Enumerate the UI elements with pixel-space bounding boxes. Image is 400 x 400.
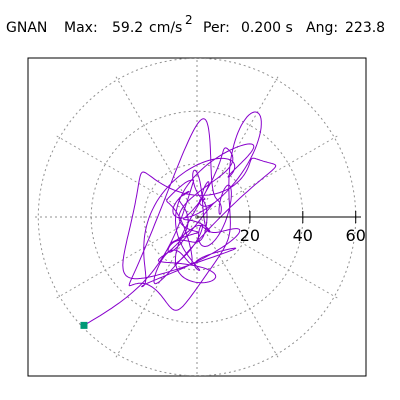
angle-label: Ang: (306, 20, 338, 36)
grid-spoke (196, 74, 280, 218)
marker-layer (80, 321, 88, 329)
max-unit-exponent: 2 (185, 13, 193, 27)
radial-axis: 20 40 60 (197, 211, 366, 245)
grid-spoke (196, 216, 280, 360)
radial-tick-label: 40 (293, 226, 313, 245)
svg-text:GNAN Max: 59.2 cm/: GNAN Max: 59.2 cm/s 2 Per: 0.200 s Ang: … (6, 12, 385, 36)
grid-spoke (196, 134, 340, 218)
period-value: 0.200 s (241, 20, 293, 36)
max-label: Max: (64, 20, 98, 36)
header-bar: GNAN Max: 59.2 cm/s 2 Per: 0.200 s Ang: … (6, 12, 385, 36)
max-value: 59.2 (112, 20, 143, 36)
radial-tick-label: 20 (240, 226, 260, 245)
end-marker (80, 321, 88, 329)
grid-spoke (54, 216, 198, 300)
grid-spoke (114, 74, 198, 218)
particle-motion-trace (83, 111, 277, 326)
angle-value: 223.8 (345, 20, 385, 36)
radial-tick-label: 60 (346, 226, 366, 245)
period-label: Per: (203, 20, 230, 36)
trace-layer (83, 111, 277, 326)
station-code: GNAN (6, 20, 47, 36)
grid-spoke (196, 216, 340, 300)
max-unit: cm/s (149, 20, 182, 36)
grid-spoke (114, 216, 198, 360)
grid-spoke (54, 134, 198, 218)
